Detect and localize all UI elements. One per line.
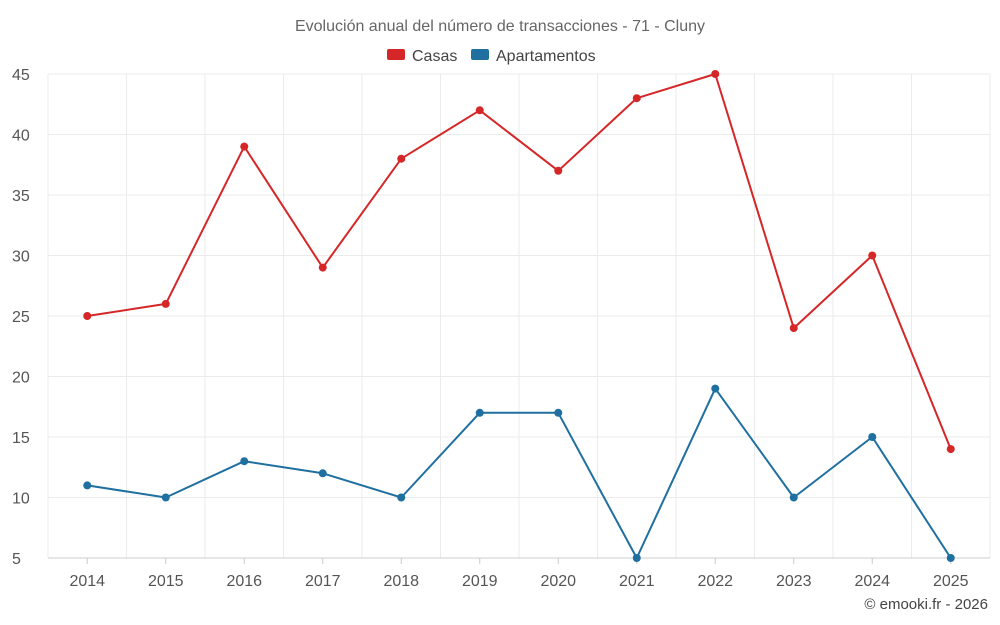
legend-swatch-apartamentos[interactable] [471, 49, 489, 60]
x-tick-label-2022: 2022 [697, 573, 733, 590]
point-casas-2024[interactable] [868, 251, 877, 260]
legend-label-apartamentos[interactable]: Apartamentos [496, 48, 596, 65]
y-axis: 5 10 15 20 25 30 35 40 45 [12, 67, 30, 568]
legend-label-casas[interactable]: Casas [412, 48, 457, 65]
point-casas-2018[interactable] [397, 154, 406, 163]
point-casas-2022[interactable] [711, 70, 720, 78]
point-apartamentos-2017[interactable] [318, 469, 327, 478]
y-tick-label-30: 30 [12, 249, 30, 266]
x-tick-label-2017: 2017 [305, 573, 341, 590]
point-apartamentos-2014[interactable] [83, 481, 92, 490]
point-apartamentos-2023[interactable] [789, 493, 798, 502]
point-casas-2017[interactable] [318, 263, 327, 272]
legend: Casas Apartamentos [387, 48, 596, 65]
x-tick-label-2024: 2024 [854, 573, 890, 590]
y-tick-label-35: 35 [12, 188, 30, 205]
x-tick-label-2023: 2023 [776, 573, 812, 590]
x-tick-label-2025: 2025 [933, 573, 969, 590]
point-apartamentos-2016[interactable] [240, 457, 249, 466]
point-apartamentos-2024[interactable] [868, 433, 877, 441]
x-tick-label-2020: 2020 [540, 573, 576, 590]
x-tick-label-2021: 2021 [619, 573, 655, 590]
point-casas-2023[interactable] [789, 324, 798, 333]
point-casas-2025[interactable] [946, 445, 955, 454]
legend-swatch-casas[interactable] [387, 49, 405, 60]
point-apartamentos-2021[interactable] [632, 554, 641, 562]
y-tick-label-15: 15 [12, 430, 30, 447]
series-line-apartamentos[interactable] [87, 387, 952, 559]
grid [47, 73, 991, 559]
y-tick-label-5: 5 [12, 551, 21, 568]
y-tick-label-10: 10 [12, 491, 30, 508]
x-tick-label-2018: 2018 [383, 573, 419, 590]
point-apartamentos-2019[interactable] [475, 408, 484, 417]
point-apartamentos-2022[interactable] [711, 384, 720, 393]
y-tick-label-20: 20 [12, 370, 30, 387]
point-casas-2014[interactable] [83, 312, 92, 320]
x-tick-label-2016: 2016 [226, 573, 262, 590]
x-tick-label-2014: 2014 [69, 573, 105, 590]
point-casas-2020[interactable] [554, 166, 563, 175]
y-tick-label-45: 45 [12, 67, 30, 84]
x-tick-label-2015: 2015 [148, 573, 184, 590]
series-group [83, 70, 955, 562]
chart-title: Evolución anual del número de transaccio… [295, 18, 705, 35]
x-tick-label-2019: 2019 [462, 573, 498, 590]
point-casas-2015[interactable] [161, 299, 170, 308]
y-tick-label-25: 25 [12, 309, 30, 326]
credit-text: © emooki.fr - 2026 [864, 596, 988, 613]
y-tick-label-40: 40 [12, 128, 30, 145]
series-line-casas[interactable] [87, 73, 952, 450]
point-casas-2021[interactable] [632, 94, 641, 103]
point-apartamentos-2015[interactable] [161, 493, 170, 502]
point-casas-2016[interactable] [240, 142, 249, 151]
point-apartamentos-2025[interactable] [946, 554, 955, 562]
point-apartamentos-2018[interactable] [397, 493, 406, 502]
point-casas-2019[interactable] [475, 106, 484, 115]
point-apartamentos-2020[interactable] [554, 408, 563, 417]
x-axis: 2014 2015 2016 2017 2018 2019 2020 2021 2022 2023… [48, 557, 990, 590]
